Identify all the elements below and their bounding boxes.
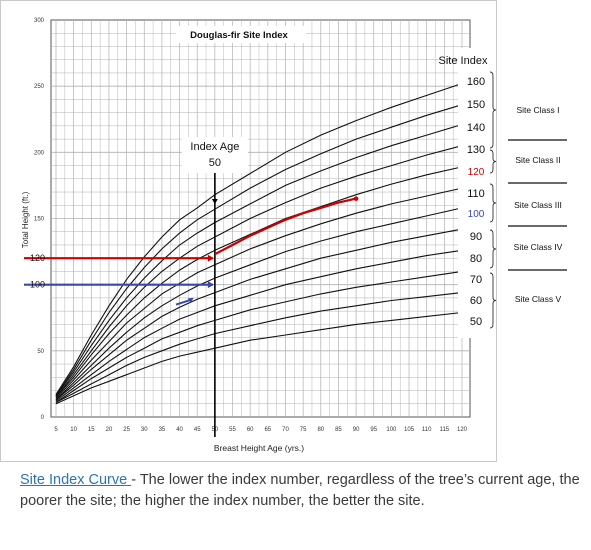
site-class-brace	[489, 229, 497, 269]
site-index-curve-130	[55, 145, 463, 398]
x-tick-label: 55	[229, 427, 236, 433]
x-tick-label: 90	[353, 427, 360, 433]
blue-projection-arrow	[175, 298, 191, 306]
index-age-label: Index Age	[190, 141, 239, 153]
blue-height-arrowhead	[207, 281, 214, 289]
red-height-arrowhead	[207, 254, 214, 262]
red-height-label: 120	[30, 253, 45, 263]
curve-label-140: 140	[467, 122, 485, 134]
curve-label-80: 80	[470, 253, 482, 265]
site-class-label: Site Class II	[515, 155, 560, 165]
site-index-curve-70	[55, 270, 463, 403]
caption-link[interactable]: Site Index Curve	[20, 472, 132, 488]
figure-caption: Site Index Curve - The lower the index n…	[20, 470, 580, 512]
site-index-curve-80	[55, 249, 463, 402]
site-index-curve-100	[55, 207, 463, 401]
y-tick-label: 250	[34, 84, 45, 90]
label-panel	[458, 48, 496, 338]
site-class-brace	[489, 183, 497, 223]
curve-label-160: 160	[467, 76, 485, 88]
x-tick-label: 85	[335, 427, 342, 433]
site-class-brace	[489, 149, 497, 174]
x-tick-label: 30	[141, 427, 148, 433]
y-tick-label: 150	[34, 217, 45, 223]
curve-label-120: 120	[468, 167, 485, 178]
x-tick-label: 75	[300, 427, 307, 433]
curve-label-100: 100	[468, 209, 485, 220]
site-class-brace	[489, 71, 497, 149]
site-class-label: Site Class V	[515, 294, 562, 304]
x-tick-label: 80	[317, 427, 324, 433]
curve-label-110: 110	[467, 188, 485, 200]
chart-title: Douglas-fir Site Index	[190, 30, 288, 41]
site-class-label: Site Class I	[517, 105, 560, 115]
x-tick-label: 100	[386, 427, 397, 433]
x-tick-label: 10	[70, 427, 77, 433]
site-index-curve-110	[55, 187, 463, 399]
blue-projection-arrowhead	[187, 297, 194, 303]
x-tick-label: 45	[194, 427, 201, 433]
index-age-value: 50	[209, 157, 221, 169]
x-tick-label: 5	[54, 427, 58, 433]
curve-label-60: 60	[470, 295, 482, 307]
index-age-label-background	[181, 137, 248, 173]
x-tick-label: 110	[422, 427, 432, 433]
site-index-curve-90	[55, 228, 463, 401]
x-axis-title: Breast Height Age (yrs.)	[214, 443, 304, 453]
y-axis-title: Total Height (ft.)	[21, 191, 30, 248]
curve-label-90: 90	[470, 231, 482, 243]
x-tick-label: 65	[264, 427, 271, 433]
site-class-brace	[489, 272, 497, 329]
x-tick-label: 105	[404, 427, 415, 433]
x-tick-label: 20	[106, 427, 113, 433]
site-index-curve-150	[55, 104, 463, 397]
curve-label-50: 50	[470, 316, 482, 328]
blue-height-label: 100	[30, 280, 45, 290]
site-index-curve-120	[55, 166, 463, 398]
x-tick-label: 60	[247, 427, 254, 433]
red-projection-curve	[214, 197, 357, 256]
red-projection-end	[353, 196, 359, 201]
site-index-curve-140	[55, 123, 463, 397]
site-index-chart: 5 10 15 20 25 30 35 40 45 50 55 60 65 70 75 80 85 90 95 100…	[0, 0, 567, 462]
site-class-label: Site Class IV	[514, 242, 563, 252]
legend-title: Site Index	[439, 55, 488, 67]
site-index-curve-60	[55, 292, 463, 403]
y-tick-label: 300	[34, 18, 45, 24]
x-tick-label: 25	[123, 427, 130, 433]
y-tick-label: 200	[34, 150, 45, 156]
index-age-arrowhead	[211, 199, 218, 204]
site-index-curve-160	[55, 82, 463, 395]
x-tick-label: 15	[88, 427, 95, 433]
x-tick-label: 35	[159, 427, 166, 433]
curve-label-130: 130	[467, 144, 485, 156]
x-tick-label: 95	[370, 427, 377, 433]
x-tick-label: 70	[282, 427, 289, 433]
x-tick-label: 120	[457, 427, 468, 433]
curve-label-150: 150	[467, 99, 485, 111]
x-tick-label: 40	[176, 427, 183, 433]
site-class-label: Site Class III	[514, 200, 562, 210]
site-index-curve-50	[55, 311, 463, 405]
curve-label-70: 70	[470, 274, 482, 286]
y-tick-label: 0	[41, 415, 45, 421]
title-background	[176, 26, 306, 43]
x-tick-label: 115	[440, 427, 450, 433]
y-tick-label: 50	[37, 349, 44, 355]
caption-text: - The lower the index number, regardless…	[20, 472, 580, 509]
